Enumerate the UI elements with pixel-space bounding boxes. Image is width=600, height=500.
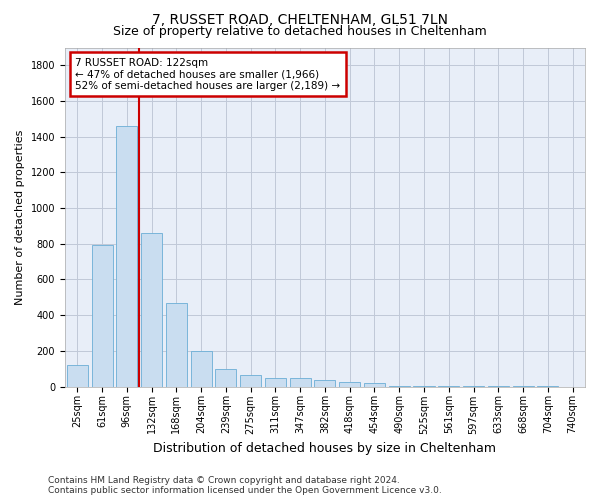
Bar — [265, 378, 286, 386]
Bar — [92, 244, 113, 386]
Bar — [166, 302, 187, 386]
Text: 7 RUSSET ROAD: 122sqm
← 47% of detached houses are smaller (1,966)
52% of semi-d: 7 RUSSET ROAD: 122sqm ← 47% of detached … — [76, 58, 340, 91]
Bar — [314, 380, 335, 386]
Bar — [215, 368, 236, 386]
Bar — [116, 126, 137, 386]
Bar — [290, 378, 311, 386]
Text: Size of property relative to detached houses in Cheltenham: Size of property relative to detached ho… — [113, 25, 487, 38]
Text: 7, RUSSET ROAD, CHELTENHAM, GL51 7LN: 7, RUSSET ROAD, CHELTENHAM, GL51 7LN — [152, 12, 448, 26]
Bar — [191, 351, 212, 386]
Bar — [141, 233, 162, 386]
Bar — [364, 383, 385, 386]
Text: Contains HM Land Registry data © Crown copyright and database right 2024.
Contai: Contains HM Land Registry data © Crown c… — [48, 476, 442, 495]
Bar — [339, 382, 360, 386]
Y-axis label: Number of detached properties: Number of detached properties — [15, 130, 25, 304]
Bar — [67, 365, 88, 386]
Bar — [240, 375, 261, 386]
X-axis label: Distribution of detached houses by size in Cheltenham: Distribution of detached houses by size … — [154, 442, 496, 455]
